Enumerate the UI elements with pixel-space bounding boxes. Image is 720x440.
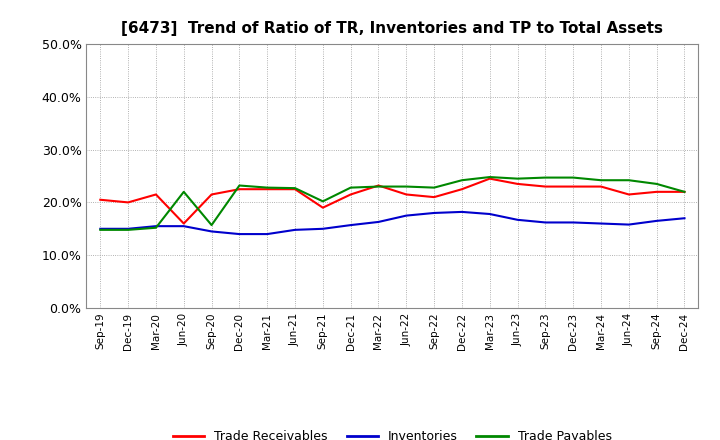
Trade Payables [513, 176, 522, 181]
Inventories [235, 231, 243, 237]
Trade Payables [346, 185, 355, 190]
Trade Payables [569, 175, 577, 180]
Inventories [263, 231, 271, 237]
Inventories [96, 226, 104, 231]
Trade Payables [207, 223, 216, 228]
Trade Receivables [291, 187, 300, 192]
Trade Payables [458, 178, 467, 183]
Trade Receivables [597, 184, 606, 189]
Trade Receivables [402, 192, 410, 197]
Inventories [513, 217, 522, 223]
Inventories [152, 224, 161, 229]
Inventories [680, 216, 689, 221]
Legend: Trade Receivables, Inventories, Trade Payables: Trade Receivables, Inventories, Trade Pa… [168, 425, 617, 440]
Inventories [207, 229, 216, 234]
Trade Receivables [569, 184, 577, 189]
Trade Payables [152, 225, 161, 231]
Trade Receivables [430, 194, 438, 200]
Line: Inventories: Inventories [100, 212, 685, 234]
Trade Receivables [624, 192, 633, 197]
Trade Receivables [485, 176, 494, 181]
Trade Receivables [374, 183, 383, 188]
Trade Payables [402, 184, 410, 189]
Trade Payables [652, 181, 661, 187]
Trade Payables [318, 199, 327, 204]
Inventories [541, 220, 550, 225]
Trade Receivables [318, 205, 327, 210]
Trade Payables [374, 184, 383, 189]
Title: [6473]  Trend of Ratio of TR, Inventories and TP to Total Assets: [6473] Trend of Ratio of TR, Inventories… [122, 21, 663, 36]
Trade Receivables [541, 184, 550, 189]
Trade Payables [430, 185, 438, 190]
Inventories [652, 218, 661, 224]
Trade Payables [96, 227, 104, 232]
Trade Payables [624, 178, 633, 183]
Trade Receivables [346, 192, 355, 197]
Inventories [485, 211, 494, 216]
Trade Receivables [124, 200, 132, 205]
Trade Payables [680, 189, 689, 194]
Inventories [346, 223, 355, 228]
Trade Receivables [235, 187, 243, 192]
Trade Receivables [207, 192, 216, 197]
Inventories [402, 213, 410, 218]
Trade Receivables [652, 189, 661, 194]
Trade Payables [235, 183, 243, 188]
Trade Payables [485, 174, 494, 180]
Inventories [124, 226, 132, 231]
Inventories [430, 210, 438, 216]
Trade Payables [291, 186, 300, 191]
Inventories [374, 219, 383, 224]
Trade Payables [541, 175, 550, 180]
Trade Receivables [513, 181, 522, 187]
Trade Receivables [680, 189, 689, 194]
Trade Receivables [179, 221, 188, 226]
Inventories [179, 224, 188, 229]
Trade Receivables [263, 187, 271, 192]
Trade Receivables [458, 187, 467, 192]
Trade Receivables [152, 192, 161, 197]
Trade Payables [597, 178, 606, 183]
Trade Receivables [96, 197, 104, 202]
Inventories [318, 226, 327, 231]
Inventories [624, 222, 633, 227]
Trade Payables [179, 189, 188, 194]
Trade Payables [124, 227, 132, 232]
Line: Trade Receivables: Trade Receivables [100, 179, 685, 224]
Inventories [569, 220, 577, 225]
Trade Payables [263, 185, 271, 190]
Inventories [291, 227, 300, 232]
Inventories [458, 209, 467, 215]
Line: Trade Payables: Trade Payables [100, 177, 685, 230]
Inventories [597, 221, 606, 226]
